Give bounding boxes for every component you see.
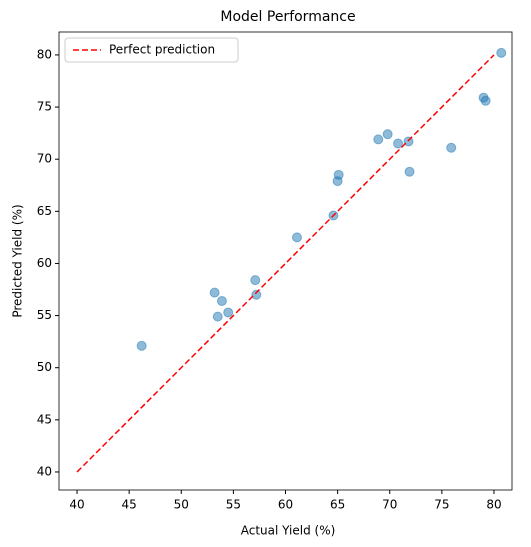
y-tick-label: 60 <box>37 256 52 270</box>
point <box>382 129 393 140</box>
x-tick-label: 55 <box>226 498 241 512</box>
y-tick-label: 80 <box>37 47 52 61</box>
plot-frame <box>58 31 513 491</box>
point <box>333 169 344 180</box>
x-tick-label: 70 <box>382 498 397 512</box>
x-tick-label: 80 <box>486 498 501 512</box>
point <box>251 289 262 300</box>
point <box>393 138 404 149</box>
point <box>250 275 261 286</box>
x-axis-label: Actual Yield (%) <box>241 524 336 538</box>
point <box>404 166 415 177</box>
chart-title: Model Performance <box>220 9 355 25</box>
x-tick-label: 65 <box>330 498 345 512</box>
point <box>136 340 147 351</box>
point <box>212 311 223 322</box>
x-tick-label: 45 <box>122 498 137 512</box>
legend-box <box>64 37 239 63</box>
point <box>291 232 302 243</box>
y-tick-label: 70 <box>37 152 52 166</box>
y-tick-label: 75 <box>37 100 52 114</box>
legend-label: Perfect prediction <box>109 43 215 57</box>
point <box>373 134 384 145</box>
point <box>209 287 220 298</box>
y-tick-label: 50 <box>37 360 52 374</box>
point <box>223 307 234 318</box>
y-axis-label: Predicted Yield (%) <box>11 204 25 317</box>
point <box>446 142 457 153</box>
point <box>496 47 507 58</box>
y-tick-label: 45 <box>37 412 52 426</box>
x-tick-label: 50 <box>174 498 189 512</box>
point <box>480 95 491 106</box>
y-tick-label: 40 <box>37 464 52 478</box>
y-tick-label: 55 <box>37 308 52 322</box>
y-tick-label: 65 <box>37 204 52 218</box>
x-tick-label: 40 <box>69 498 84 512</box>
x-tick-label: 75 <box>434 498 449 512</box>
point <box>216 295 227 306</box>
x-tick-label: 60 <box>278 498 293 512</box>
line <box>76 54 495 473</box>
